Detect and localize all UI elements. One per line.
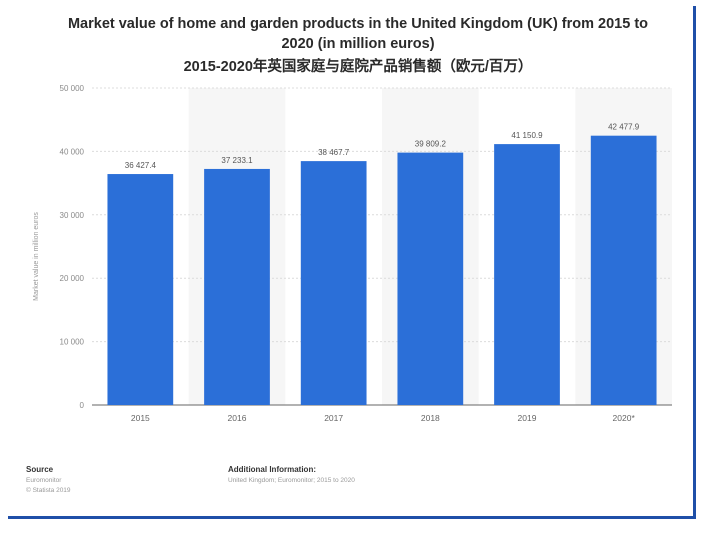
bar — [397, 152, 464, 405]
y-axis-label: Market value in million euros — [33, 212, 40, 301]
y-tick-label: 30 000 — [60, 211, 85, 220]
chart-frame — [8, 6, 696, 519]
bar — [204, 168, 270, 405]
source-heading: Source — [26, 465, 54, 474]
bar-value-label: 38 467.7 — [318, 148, 350, 157]
y-tick-label: 10 000 — [60, 338, 85, 347]
additional-info-line: United Kingdom; Euromonitor; 2015 to 202… — [228, 477, 355, 484]
bar-value-label: 41 150.9 — [511, 131, 543, 140]
y-tick-label: 50 000 — [60, 84, 85, 93]
x-tick-label: 2020* — [613, 413, 636, 423]
x-tick-label: 2016 — [228, 413, 247, 423]
source-line-2: © Statista 2019 — [26, 487, 71, 494]
chart-title-line-1: Market value of home and garden products… — [67, 16, 649, 32]
bar-value-label: 36 427.4 — [125, 161, 157, 170]
x-tick-label: 2015 — [131, 413, 150, 423]
bar — [300, 161, 367, 405]
bar-value-label: 39 809.2 — [415, 140, 447, 149]
bar — [590, 135, 657, 405]
y-tick-label: 40 000 — [60, 147, 85, 156]
bar-value-label: 42 477.9 — [608, 123, 640, 132]
y-tick-label: 20 000 — [60, 274, 85, 283]
chart-title: Market value of home and garden products… — [40, 14, 676, 54]
bar — [494, 144, 560, 406]
x-tick-label: 2019 — [518, 413, 537, 423]
x-tick-label: 2018 — [421, 413, 440, 423]
y-tick-label: 0 — [80, 401, 85, 410]
chart-title-line-2: 2020 (in million euros) — [281, 36, 435, 52]
bar — [107, 174, 174, 405]
chart-subtitle: 2015-2020年英国家庭与庭院产品销售额（欧元/百万） — [183, 59, 533, 75]
source-line-1: Euromonitor — [26, 477, 62, 484]
x-tick-label: 2017 — [324, 413, 343, 423]
bar-value-label: 37 233.1 — [221, 156, 253, 165]
additional-info-heading: Additional Information: — [228, 465, 316, 474]
